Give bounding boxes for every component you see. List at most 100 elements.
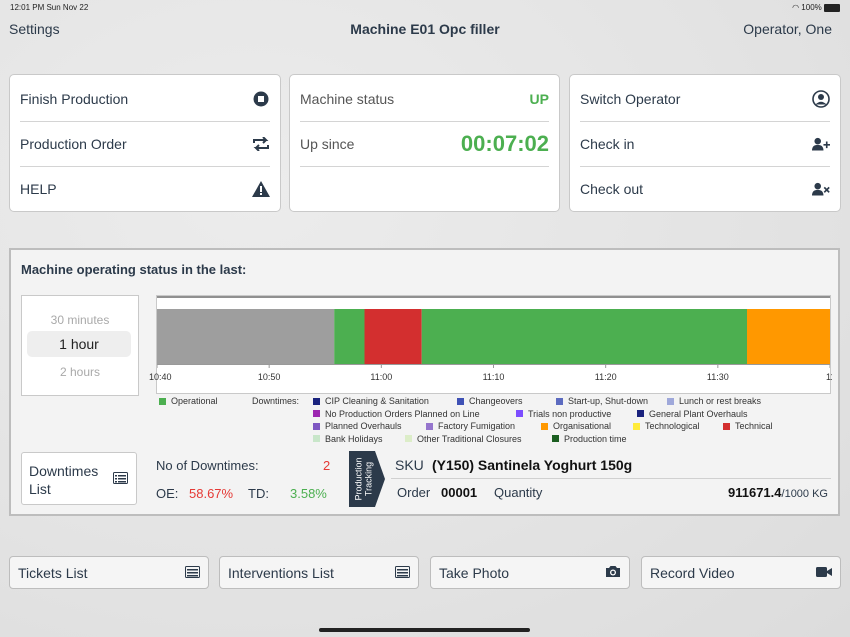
check-in-button[interactable]: Check in: [580, 121, 830, 167]
legend-label: General Plant Overhauls: [649, 408, 748, 419]
picker-option-2-hours[interactable]: 2 hours: [59, 365, 101, 379]
legend-swatch: [723, 422, 730, 430]
legend-item: Technical: [723, 421, 773, 431]
legend-label: No Production Orders Planned on Line: [325, 408, 480, 419]
machine-status-row: Machine status UP: [300, 76, 549, 122]
legend-label: Lunch or rest breaks: [679, 396, 762, 406]
timeline-segment: [334, 309, 365, 364]
timeline-tick-label: 11:30: [706, 372, 729, 382]
legend-swatch: [313, 435, 320, 442]
operator-actions-card: Switch Operator Check in Check out: [569, 74, 841, 212]
operator-link[interactable]: Operator, One: [743, 21, 832, 37]
take-photo-button[interactable]: Take Photo: [430, 556, 630, 589]
status-bar: 12:01 PM Sun Nov 22 ◠ 100%: [0, 0, 850, 14]
legend-item: Technological: [633, 421, 700, 431]
up-since-timer: 00:07:02: [460, 130, 549, 156]
downtimes-list-label: Downtimes List: [29, 463, 99, 497]
help-button[interactable]: HELP: [20, 166, 270, 211]
user-circle-icon: [812, 89, 830, 108]
check-in-label: Check in: [580, 135, 635, 152]
sku-value: (Y150) Santinela Yoghurt 150g: [432, 457, 633, 473]
up-since-row: Up since 00:07:02: [300, 121, 549, 167]
finish-production-label: Finish Production: [20, 90, 129, 107]
machine-status-card: Machine status UP Up since 00:07:02: [289, 74, 560, 212]
legend-label: Planned Overhauls: [325, 421, 402, 431]
legend-label: Operational: [171, 396, 218, 406]
finish-production-button[interactable]: Finish Production: [20, 76, 270, 122]
check-out-label: Check out: [580, 180, 644, 197]
battery-level: 100%: [801, 3, 822, 12]
legend-item: Other Traditional Closures: [405, 434, 522, 444]
user-plus-icon: [812, 135, 830, 153]
check-out-button[interactable]: Check out: [580, 166, 830, 211]
warning-icon: [252, 180, 270, 198]
timeline-segment: [746, 309, 830, 364]
legend-item: Trials non productive: [516, 409, 611, 419]
picker-option-30-minutes[interactable]: 30 minutes: [50, 313, 110, 327]
legend-item: Changeovers: [457, 396, 523, 406]
operating-status-panel: Machine operating status in the last: 30…: [9, 248, 840, 516]
interventions-list-button[interactable]: Interventions List: [219, 556, 419, 589]
timeline-segment: [157, 309, 335, 364]
list-icon: [395, 565, 410, 581]
legend-label: Technical: [735, 421, 773, 431]
timeline-tick-label: 10:40: [149, 372, 172, 382]
home-indicator[interactable]: [319, 628, 530, 632]
legend-label: Downtimes:: [252, 396, 300, 406]
top-bar: Settings Machine E01 Opc filler Operator…: [0, 14, 850, 44]
legend-label: CIP Cleaning & Sanitation: [325, 396, 429, 406]
legend-swatch: [541, 422, 548, 430]
legend-swatch: [159, 397, 166, 405]
sku-label: SKU: [395, 457, 424, 473]
quantity-target: /1000 KG: [781, 488, 828, 500]
production-order-button[interactable]: Production Order: [20, 121, 270, 167]
help-label: HELP: [20, 180, 57, 197]
order-label: Order: [397, 485, 431, 500]
settings-link[interactable]: Settings: [9, 21, 60, 37]
user-times-icon: [812, 180, 830, 198]
battery-status: ◠ 100%: [792, 3, 840, 12]
legend-item: Organisational: [541, 421, 611, 431]
tickets-list-button[interactable]: Tickets List: [9, 556, 209, 589]
legend-label: Trials non productive: [528, 408, 612, 419]
record-video-label: Record Video: [650, 565, 735, 581]
legend-swatch: [313, 422, 320, 430]
picker-option-selected[interactable]: 1 hour: [27, 331, 131, 357]
time-range-picker[interactable]: 30 minutes 1 hour 2 hours: [21, 295, 139, 396]
tracking-divider: [391, 478, 831, 479]
production-tracking-tag: Production Tracking: [349, 451, 385, 507]
quantity-label: Quantity: [494, 485, 543, 500]
production-tracking-label: Production Tracking: [354, 457, 374, 501]
legend-swatch: [405, 435, 412, 442]
swap-icon: [252, 135, 270, 153]
timeline-tick-label: 11:00: [370, 372, 393, 382]
legend-downtimes-heading: Downtimes:: [252, 396, 299, 406]
legend-item: Factory Fumigation: [426, 421, 515, 431]
up-since-label: Up since: [300, 135, 355, 152]
legend-label: Bank Holidays: [325, 433, 383, 444]
legend-label: Technological: [645, 421, 700, 431]
oe-value: 58.67%: [189, 486, 234, 501]
legend-swatch: [667, 397, 674, 405]
interventions-list-label: Interventions List: [228, 565, 334, 581]
legend-item: Production time: [552, 434, 627, 444]
operating-status-chart: 10:40 10:50 11:00 11:10 11:20 11:30 11:40: [149, 295, 832, 394]
timeline-tick-label: 11:20: [594, 372, 617, 382]
machine-status-value: UP: [529, 90, 549, 107]
legend-item-operational: Operational: [159, 396, 218, 406]
camera-icon: [605, 565, 621, 581]
legend-swatch: [556, 397, 563, 405]
timeline-svg: [157, 296, 830, 368]
legend-swatch: [426, 422, 433, 430]
legend-swatch: [313, 410, 320, 417]
timeline-tick-label: 10:50: [257, 372, 281, 382]
tickets-list-label: Tickets List: [18, 565, 88, 581]
machine-status-label: Machine status: [300, 90, 395, 107]
switch-operator-button[interactable]: Switch Operator: [580, 76, 830, 122]
legend-label: Other Traditional Closures: [417, 433, 522, 444]
downtimes-list-button[interactable]: Downtimes List: [21, 452, 137, 505]
list-icon: [113, 471, 128, 487]
timeline-segment: [364, 309, 422, 364]
quantity-readout: 911671.4/1000 KG: [728, 485, 828, 500]
record-video-button[interactable]: Record Video: [641, 556, 841, 589]
